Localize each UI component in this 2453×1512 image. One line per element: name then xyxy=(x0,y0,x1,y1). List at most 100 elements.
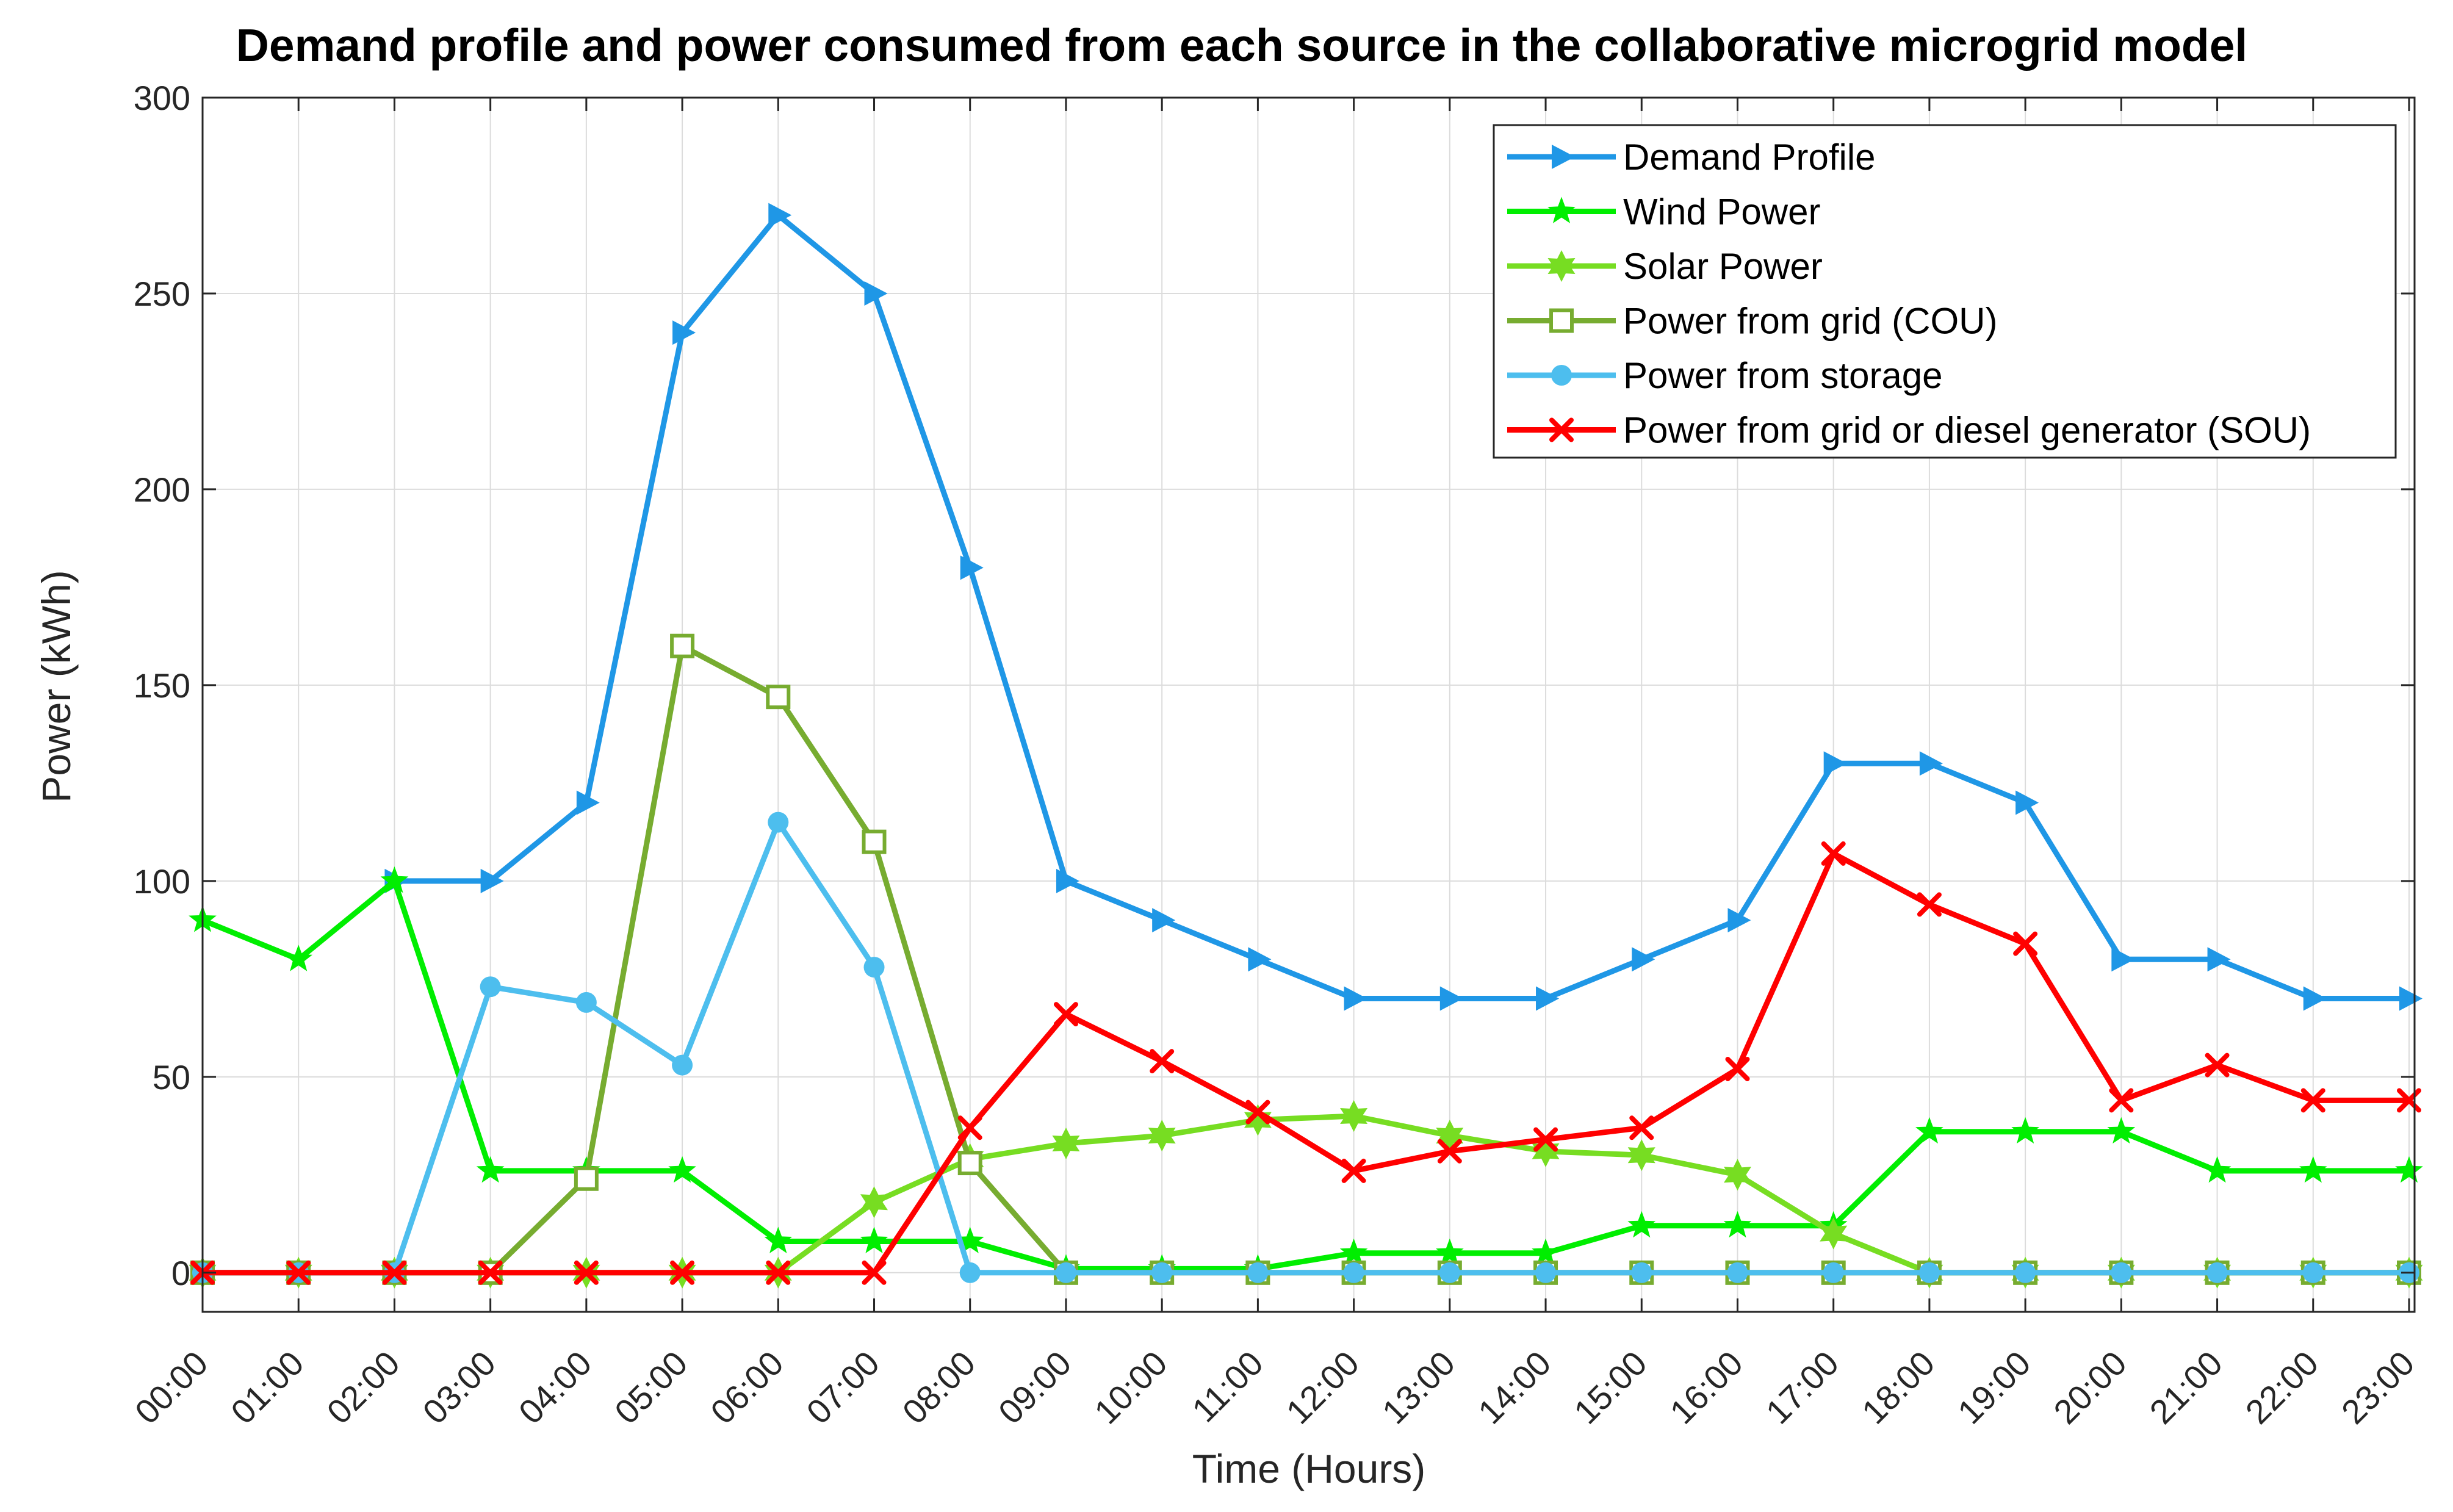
legend-marker xyxy=(1549,308,1574,333)
data-point xyxy=(1532,1135,1560,1167)
data-point xyxy=(576,790,600,815)
y-axis-label: Power (kWh) xyxy=(34,570,79,802)
data-point xyxy=(670,1260,695,1285)
legend-item: Power from grid (COU) xyxy=(1507,301,1997,342)
data-point xyxy=(1439,986,1463,1011)
data-point xyxy=(1627,1211,1656,1238)
data-point xyxy=(2206,1262,2228,1283)
data-point xyxy=(1918,1262,1940,1283)
data-point xyxy=(957,1115,982,1140)
legend-label: Power from grid (COU) xyxy=(1623,301,1997,342)
data-point xyxy=(957,1151,982,1176)
data-point xyxy=(670,633,695,658)
data-point xyxy=(1532,1238,1560,1265)
legend-marker xyxy=(1551,365,1572,386)
data-point xyxy=(1053,1002,1078,1027)
data-point xyxy=(2299,1156,2327,1183)
data-point xyxy=(1148,1120,1176,1152)
series-line xyxy=(200,851,2412,1276)
data-point xyxy=(672,320,696,345)
data-point xyxy=(764,1226,793,1253)
data-point xyxy=(1917,892,1942,917)
data-point xyxy=(1724,1159,1751,1191)
data-point xyxy=(574,1260,599,1285)
data-point xyxy=(860,1226,888,1253)
data-point xyxy=(1627,1139,1655,1172)
data-point xyxy=(766,685,791,710)
data-point xyxy=(2107,1117,2136,1144)
legend-label: Demand Profile xyxy=(1623,137,1876,178)
data-point xyxy=(480,868,504,893)
legend-item: Power from storage xyxy=(1507,355,1943,396)
data-point xyxy=(575,992,597,1013)
data-point xyxy=(1344,986,1367,1011)
data-point xyxy=(2397,1088,2421,1113)
data-point xyxy=(1244,1104,1272,1136)
data-point xyxy=(476,1156,505,1183)
data-point xyxy=(1820,1217,1848,1250)
data-point xyxy=(1247,1262,1269,1283)
data-point xyxy=(1437,1139,1462,1164)
data-point xyxy=(480,976,501,998)
data-point xyxy=(768,203,792,228)
data-point xyxy=(1632,947,1655,972)
data-point xyxy=(1727,1262,1748,1283)
plot-area xyxy=(189,203,2423,1289)
data-point xyxy=(2300,1088,2325,1113)
data-point xyxy=(1150,1049,1175,1074)
data-point xyxy=(286,1260,311,1285)
data-point xyxy=(956,1226,984,1253)
data-point xyxy=(382,1260,407,1285)
data-point xyxy=(2207,947,2231,972)
data-point xyxy=(2399,986,2422,1011)
data-point xyxy=(2111,947,2135,972)
data-point xyxy=(672,1054,693,1076)
y-tick-label: 250 xyxy=(134,275,190,313)
data-point xyxy=(1151,1262,1173,1283)
legend-marker xyxy=(1547,196,1576,223)
data-point xyxy=(1536,986,1560,1011)
y-tick-label: 0 xyxy=(171,1254,190,1292)
chart-title: Demand profile and power consumed from e… xyxy=(236,20,2248,71)
y-tick-label: 150 xyxy=(134,666,190,705)
series-line xyxy=(391,212,2412,1001)
data-point xyxy=(1248,947,1272,972)
data-point xyxy=(2203,1156,2231,1183)
data-point xyxy=(1055,1262,1076,1283)
data-point xyxy=(1339,1238,1368,1265)
legend-item: Solar Power xyxy=(1507,246,1823,287)
series-demand-profile xyxy=(384,203,2422,1011)
data-point xyxy=(2109,1088,2134,1113)
y-tick-label: 50 xyxy=(153,1058,190,1096)
data-point xyxy=(1436,1120,1464,1152)
y-tick-label: 200 xyxy=(134,470,190,509)
data-point xyxy=(1533,1127,1558,1152)
data-point xyxy=(284,945,312,971)
data-point xyxy=(1436,1238,1464,1265)
legend: Demand Profile Wind Power Solar Power Power… xyxy=(1493,124,2397,459)
data-point xyxy=(1727,908,1751,933)
data-point xyxy=(2302,1262,2324,1283)
data-point xyxy=(1343,1262,1364,1283)
data-point xyxy=(2111,1262,2132,1283)
data-point xyxy=(1821,841,1846,866)
data-point xyxy=(380,866,409,893)
series-power-from-storage xyxy=(192,812,2419,1283)
legend-marker xyxy=(1552,145,1575,169)
data-point xyxy=(1823,751,1847,776)
legend-item: Power from grid or diesel generator (SOU… xyxy=(1507,410,2311,451)
data-point xyxy=(862,1260,887,1285)
data-point xyxy=(478,1260,503,1285)
data-point xyxy=(2205,1053,2230,1078)
legend-label: Solar Power xyxy=(1623,246,1823,287)
data-point xyxy=(860,1186,888,1219)
data-point xyxy=(1723,1211,1752,1238)
legend-box xyxy=(1493,124,2397,459)
data-point xyxy=(1152,908,1176,933)
legend-label: Wind Power xyxy=(1623,192,1820,232)
data-point xyxy=(1056,868,1079,893)
data-point xyxy=(766,1260,791,1285)
data-point xyxy=(2015,790,2039,815)
series-power-from-grid-or-diesel-generator-sou xyxy=(190,841,2421,1285)
